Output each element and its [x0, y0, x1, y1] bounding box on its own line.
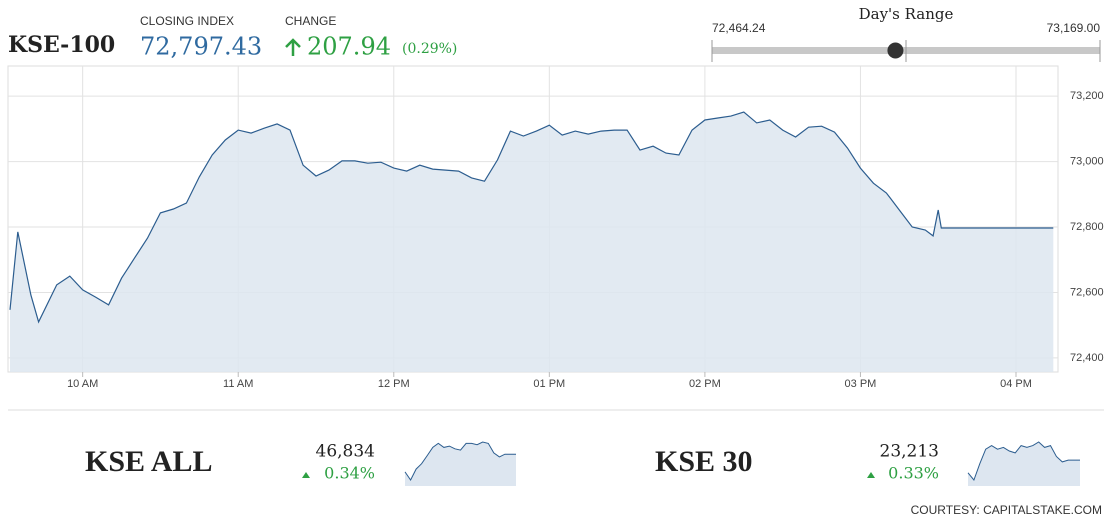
y-tick-label: 72,600	[1070, 286, 1104, 298]
spark-area	[968, 442, 1080, 486]
y-tick-label: 72,400	[1070, 352, 1104, 364]
spark-line	[967, 441, 1080, 481]
y-tick-label: 72,800	[1070, 221, 1104, 233]
spark-line	[404, 441, 516, 481]
x-tick-label: 04 PM	[1000, 378, 1032, 390]
index-change: 0.34%	[324, 464, 375, 483]
up-arrow	[285, 38, 301, 56]
index-value: 46,834	[316, 442, 375, 462]
area	[10, 112, 1054, 372]
range-high: 73,169.00	[1047, 21, 1101, 35]
closing-label: CLOSING INDEX	[140, 14, 234, 28]
x-tick-label: 02 PM	[689, 378, 721, 390]
y-tick-label: 73,200	[1070, 90, 1104, 102]
index-name: KSE 30	[655, 445, 753, 478]
range-low: 72,464.24	[712, 21, 766, 35]
up-triangle	[867, 472, 875, 478]
change: 207.94	[307, 33, 391, 61]
closing-index: 72,797.43	[140, 33, 262, 61]
range-title: Day's Range	[859, 5, 954, 23]
change-pct: (0.29%)	[402, 41, 457, 57]
x-tick-label: 10 AM	[67, 378, 98, 390]
change-label: CHANGE	[285, 14, 336, 28]
index-name: KSE ALL	[85, 445, 213, 478]
up-triangle	[302, 472, 310, 478]
spark-area	[405, 442, 516, 486]
y-tick-label: 73,000	[1070, 155, 1104, 167]
index-value: 23,213	[880, 442, 939, 462]
x-tick-label: 12 PM	[378, 378, 410, 390]
x-tick-label: 03 PM	[845, 378, 877, 390]
courtesy: COURTESY: CAPITALSTAKE.COM	[911, 503, 1102, 517]
price-line	[9, 111, 1054, 324]
range-marker	[887, 42, 904, 59]
index-change: 0.33%	[888, 464, 939, 483]
x-tick-label: 11 AM	[223, 378, 253, 390]
index-title: KSE-100	[8, 32, 115, 58]
x-tick-label: 01 PM	[533, 378, 565, 390]
